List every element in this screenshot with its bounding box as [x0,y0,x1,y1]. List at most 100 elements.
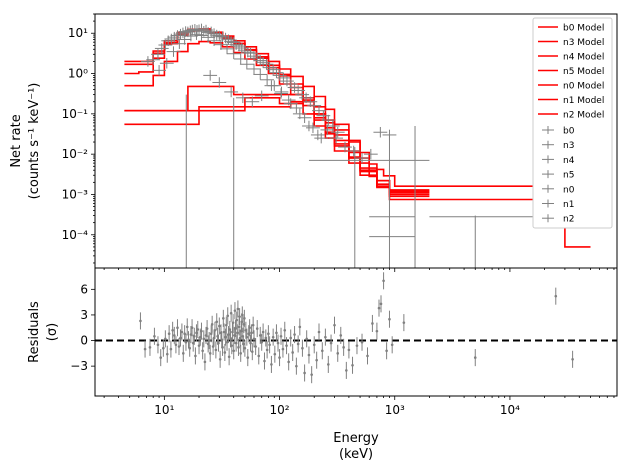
residual-point [382,279,385,283]
legend-model-label: n0 Model [563,82,604,92]
residual-point [215,320,219,324]
residual-point [351,363,354,367]
legend-frame [532,17,613,229]
residual-point [295,364,298,368]
residual-point [227,333,230,336]
residual-point [210,323,214,326]
bottom-y-axis-label: Residuals [27,301,42,363]
residual-point [214,348,218,352]
residual-point [179,336,182,340]
residual-point [355,344,359,347]
residual-point [312,343,316,347]
residual-point [185,325,189,329]
residual-point [305,337,308,341]
residual-point [287,360,290,364]
residual-point [231,330,234,334]
residual-point [377,306,381,310]
legend-model-label: n1 Model [563,96,604,106]
residual-point [283,328,287,332]
residual-point [324,335,327,339]
residual-point [156,343,160,347]
residual-point [264,336,268,340]
residual-point [200,329,203,333]
residual-point [201,349,204,353]
residual-point [252,337,256,341]
residual-point [281,347,285,351]
legend-data-label: n4 [563,156,575,166]
legend-data-label: n2 [563,215,574,225]
residual-point [177,345,181,348]
residual-point [279,334,283,338]
residual-point [303,371,306,375]
x-axis-label: Energy [333,431,379,446]
residual-point [263,359,266,363]
bottom-panel-frame [94,267,618,397]
residual-point [571,358,574,361]
residual-point [267,332,270,336]
residual-point [360,340,364,344]
y-tick-label: 10⁻² [62,147,89,161]
residual-point [234,327,237,330]
residual-point [233,334,236,337]
residual-point [173,334,176,337]
residual-point [339,334,343,337]
residual-point [198,335,202,339]
residual-point [162,346,165,350]
residual-point [223,351,227,354]
residual-point [233,309,237,312]
bottom-y-axis-unit: (σ) [45,323,60,341]
residual-point [255,327,259,330]
residual-point [329,341,333,345]
residual-point [181,352,185,355]
residual-point [271,335,275,339]
residual-point [260,340,264,344]
top-y-axis-unit: (counts s⁻¹ keV⁻¹) [27,83,42,200]
residual-point [342,346,345,349]
residual-point [268,343,271,347]
residual-point [261,330,265,334]
top-y-ticks: 10⁻⁴ 10⁻³ 10⁻² 10⁻¹ 10⁰ 10¹ [62,13,95,264]
y-tick-label: 10⁻³ [62,187,89,201]
residual-point [237,346,240,349]
residual-point [235,318,239,322]
residual-point [293,333,296,336]
residual-point [183,332,186,336]
residual-point [242,342,245,346]
residual-point [227,355,231,359]
residual-point [218,358,222,361]
residual-point [218,324,221,328]
legend-model-label: n5 Model [563,67,604,77]
residual-point [307,353,311,357]
residual-point [225,340,229,344]
y-tick-label: 10⁻⁴ [62,228,89,242]
residual-point [237,325,241,329]
bottom-y-ticks: −3 0 3 6 [70,282,95,373]
residual-point [336,352,340,355]
residual-point [202,337,206,341]
top-y-axis-label: Net rate [9,114,24,167]
residual-point [375,329,379,333]
residual-point [230,344,234,347]
residual-point [184,340,188,344]
residual-point [327,363,330,366]
residual-point [388,317,391,321]
residual-point [473,356,477,359]
bottom-panel: −3 0 3 6 Residuals (σ) [27,267,618,397]
residual-point [310,373,313,376]
residual-point [169,347,173,351]
legend-model-label: n2 Model [563,111,604,121]
top-panel: 10⁻⁴ 10⁻³ 10⁻² 10⁻¹ 10⁰ 10¹ Net rate (counts … [9,13,618,269]
residual-point [228,328,232,331]
residual-point [276,341,280,345]
data-points [141,23,545,268]
residual-point [275,331,278,335]
residual-point [278,356,281,359]
residual-point [239,352,242,355]
model-line [124,97,565,201]
residual-point [171,328,174,332]
residual-point [246,356,250,359]
residual-point [402,321,406,324]
residual-point [232,349,236,353]
residual-point [250,331,253,335]
